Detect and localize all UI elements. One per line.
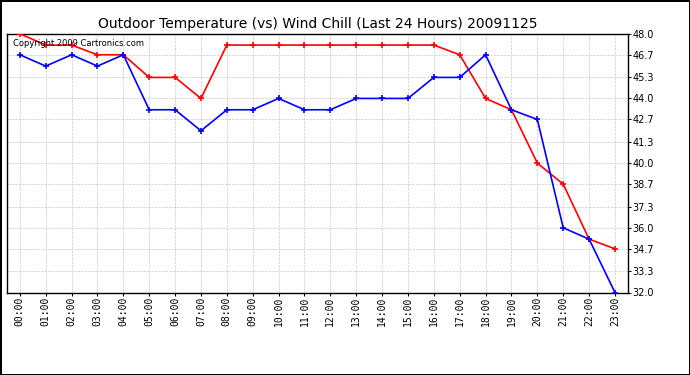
Text: Copyright 2009 Cartronics.com: Copyright 2009 Cartronics.com — [13, 39, 144, 48]
Title: Outdoor Temperature (vs) Wind Chill (Last 24 Hours) 20091125: Outdoor Temperature (vs) Wind Chill (Las… — [98, 17, 537, 31]
